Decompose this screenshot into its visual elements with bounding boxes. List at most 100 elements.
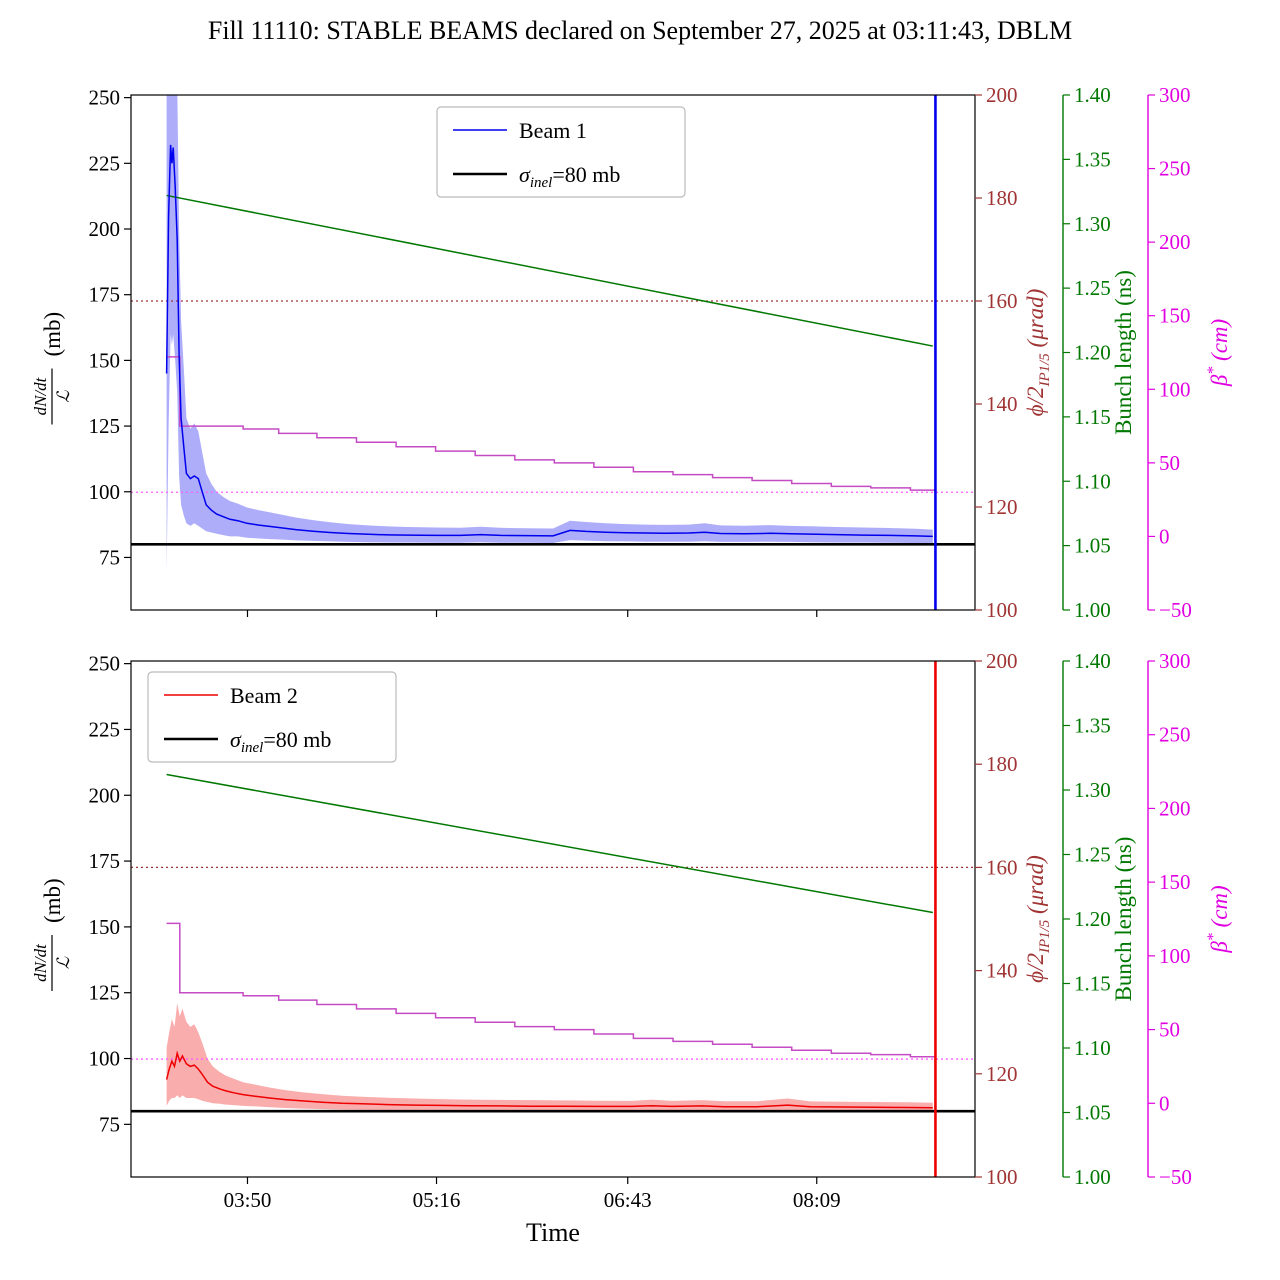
rate-tick-label: 200	[89, 783, 121, 807]
beta-tick-label: −50	[1159, 1165, 1192, 1189]
beta-tick-label: 100	[1159, 377, 1191, 401]
bunch-axis-title: Bunch length (ns)	[1111, 837, 1136, 1002]
rate-tick-label: 100	[89, 480, 121, 504]
crossing-tick-label: 120	[986, 495, 1018, 519]
beta-axis-title: β* (cm)	[1205, 319, 1232, 387]
plot-border	[130, 660, 976, 1178]
bunch-tick-label: 1.10	[1074, 1036, 1111, 1060]
beta-tick-label: 200	[1159, 796, 1191, 820]
rate-tick-label: 125	[89, 981, 121, 1005]
beta-tick-label: 250	[1159, 157, 1191, 181]
beta-tick-label: 100	[1159, 944, 1191, 968]
beta-star-line	[166, 356, 936, 491]
rate-axis-title: dN/dt ℒ (mb)	[31, 878, 73, 991]
rate-tick-label: 175	[89, 849, 121, 873]
figure-title: Fill 11110: STABLE BEAMS declared on Sep…	[207, 16, 1073, 45]
time-tick-label: 05:16	[413, 1188, 461, 1212]
bunch-tick-label: 1.10	[1074, 469, 1111, 493]
legend-label: σinel=80 mb	[519, 162, 620, 191]
time-tick-label: 08:09	[793, 1188, 841, 1212]
bunch-tick-label: 1.15	[1074, 405, 1111, 429]
beam1-line	[165, 144, 933, 538]
beta-tick-label: 0	[1159, 1091, 1170, 1115]
rate-tick-label: 200	[89, 217, 121, 241]
beta-tick-label: 250	[1159, 723, 1191, 747]
time-tick-label: 03:50	[224, 1188, 272, 1212]
rate-tick-label: 100	[89, 1047, 121, 1071]
svg-text:ϕ/2IP1/5 (μrad): ϕ/2IP1/5 (μrad)	[1023, 855, 1053, 983]
bunch-axis-title: Bunch length (ns)	[1111, 270, 1136, 435]
crossing-tick-label: 160	[986, 855, 1018, 879]
svg-text:dN/dt: dN/dt	[31, 376, 50, 415]
rate-axis-title: dN/dt ℒ (mb)	[31, 312, 73, 425]
crossing-tick-label: 120	[986, 1062, 1018, 1086]
crossing-tick-label: 180	[986, 752, 1018, 776]
bunch-tick-label: 1.20	[1074, 907, 1111, 931]
bunch-tick-label: 1.25	[1074, 276, 1111, 300]
bunch-length-line	[166, 194, 933, 347]
beta-tick-label: 50	[1159, 451, 1180, 475]
beta-tick-label: 300	[1159, 83, 1191, 107]
bunch-tick-label: 1.35	[1074, 714, 1111, 738]
legend-label: σinel=80 mb	[230, 727, 331, 756]
rate-tick-label: 250	[89, 652, 121, 676]
subplot-beam2: 250 225 200 175 150 125 100 75 03:50 05:16 06:43 08…	[31, 649, 1232, 1212]
svg-text:(mb): (mb)	[40, 312, 65, 357]
beta-tick-label: 150	[1159, 304, 1191, 328]
bunch-tick-label: 1.20	[1074, 341, 1111, 365]
crossing-tick-label: 100	[986, 598, 1018, 622]
bunch-length-line	[166, 773, 933, 914]
crossing-axis-title: ϕ/2IP1/5 (μrad)	[1023, 289, 1053, 417]
svg-text:ℒ: ℒ	[54, 956, 73, 969]
svg-text:ℒ: ℒ	[54, 390, 73, 403]
svg-text:ϕ/2IP1/5 (μrad): ϕ/2IP1/5 (μrad)	[1023, 289, 1053, 417]
bunch-tick-label: 1.30	[1074, 212, 1111, 236]
rate-tick-label: 75	[99, 545, 120, 569]
bunch-tick-label: 1.05	[1074, 1101, 1111, 1125]
subplot-beam1: 250 225 200 175 150 125 100 75 200 180 160 140 120 10…	[31, 83, 1232, 622]
beam1-legend: Beam 1 σinel=80 mb	[436, 106, 686, 198]
legend-label: Beam 1	[519, 118, 587, 143]
beta-axis-title: β* (cm)	[1205, 885, 1232, 953]
rate-tick-label: 175	[89, 283, 121, 307]
bunch-tick-label: 1.00	[1074, 1165, 1111, 1189]
crossing-tick-label: 180	[986, 186, 1018, 210]
bunch-tick-label: 1.35	[1074, 147, 1111, 171]
bunch-tick-label: 1.30	[1074, 778, 1111, 802]
beta-tick-label: 0	[1159, 524, 1170, 548]
beam2-uncertainty-band	[166, 1003, 933, 1112]
beam2-line	[165, 1050, 933, 1109]
bunch-tick-label: 1.25	[1074, 843, 1111, 867]
svg-text:β* (cm): β* (cm)	[1205, 319, 1232, 387]
rate-tick-label: 250	[89, 86, 121, 110]
crossing-tick-label: 100	[986, 1165, 1018, 1189]
plot-border	[130, 94, 976, 611]
crossing-tick-label: 140	[986, 959, 1018, 983]
bunch-tick-label: 1.40	[1074, 83, 1111, 107]
svg-text:(mb): (mb)	[40, 878, 65, 923]
crossing-tick-label: 200	[986, 83, 1018, 107]
rate-tick-label: 150	[89, 915, 121, 939]
bunch-tick-label: 1.00	[1074, 598, 1111, 622]
bunch-tick-label: 1.15	[1074, 972, 1111, 996]
svg-text:β* (cm): β* (cm)	[1205, 885, 1232, 953]
beam1-uncertainty-band	[166, 95, 933, 571]
beta-tick-label: 150	[1159, 870, 1191, 894]
time-tick-label: 06:43	[604, 1188, 652, 1212]
x-axis-title: Time	[526, 1218, 580, 1247]
beta-tick-label: −50	[1159, 598, 1192, 622]
svg-text:dN/dt: dN/dt	[31, 943, 50, 982]
rate-tick-label: 225	[89, 151, 121, 175]
rate-tick-label: 150	[89, 348, 121, 372]
bunch-tick-label: 1.05	[1074, 534, 1111, 558]
rate-tick-label: 225	[89, 717, 121, 741]
crossing-axis-title: ϕ/2IP1/5 (μrad)	[1023, 855, 1053, 983]
legend-label: Beam 2	[230, 683, 298, 708]
beam2-legend: Beam 2 σinel=80 mb	[147, 671, 397, 763]
crossing-tick-label: 200	[986, 649, 1018, 673]
crossing-tick-label: 140	[986, 392, 1018, 416]
beta-tick-label: 50	[1159, 1018, 1180, 1042]
rate-tick-label: 75	[99, 1112, 120, 1136]
